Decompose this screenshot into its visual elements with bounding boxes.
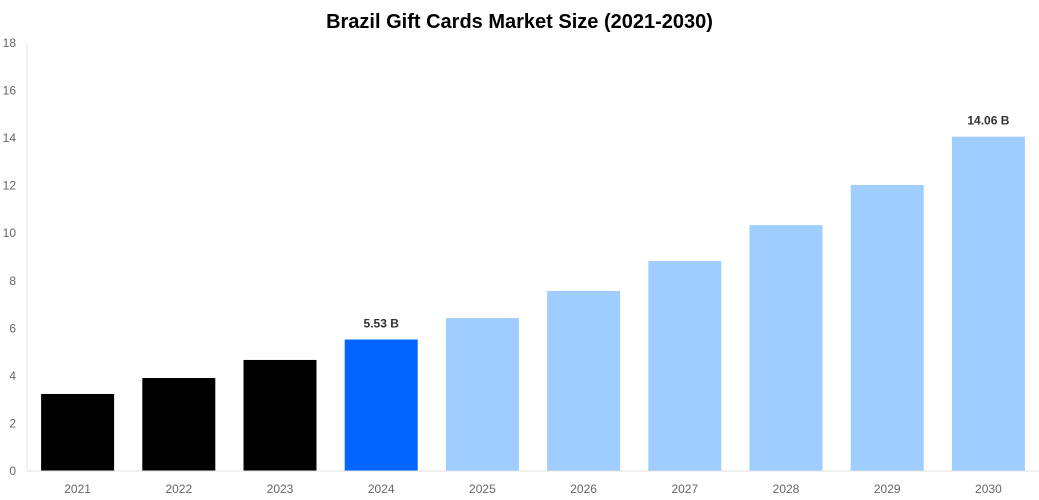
- y-tick-label: 8: [9, 274, 16, 288]
- y-tick-label: 0: [9, 464, 16, 478]
- x-tick-label: 2029: [874, 482, 901, 496]
- x-tick-label: 2028: [773, 482, 800, 496]
- bar-2022: [142, 378, 216, 471]
- y-tick-label: 10: [3, 226, 17, 240]
- bar-2026: [547, 291, 621, 471]
- x-tick-label: 2027: [671, 482, 698, 496]
- bar-2028: [749, 225, 823, 471]
- x-tick-label: 2021: [64, 482, 91, 496]
- bar-2029: [850, 184, 924, 471]
- bar-2025: [445, 318, 519, 471]
- y-tick-label: 14: [3, 131, 17, 145]
- x-tick-label: 2030: [975, 482, 1002, 496]
- y-tick-label: 2: [9, 416, 16, 430]
- y-tick-label: 6: [9, 321, 16, 335]
- data-label: 14.06 B: [967, 114, 1009, 128]
- bar-2027: [648, 261, 722, 471]
- bar-2021: [41, 393, 115, 471]
- y-tick-label: 4: [9, 369, 16, 383]
- y-tick-label: 16: [3, 84, 17, 98]
- bar-2023: [243, 359, 317, 471]
- x-tick-label: 2024: [368, 482, 395, 496]
- x-tick-label: 2022: [165, 482, 192, 496]
- x-tick-label: 2025: [469, 482, 496, 496]
- bar-2024: [344, 339, 418, 471]
- x-tick-label: 2023: [267, 482, 294, 496]
- data-label: 5.53 B: [364, 317, 400, 331]
- chart-title: Brazil Gift Cards Market Size (2021-2030…: [326, 11, 713, 33]
- bar-2030: [951, 136, 1025, 471]
- y-tick-label: 18: [3, 36, 17, 50]
- x-tick-label: 2026: [570, 482, 597, 496]
- y-tick-label: 12: [3, 179, 17, 193]
